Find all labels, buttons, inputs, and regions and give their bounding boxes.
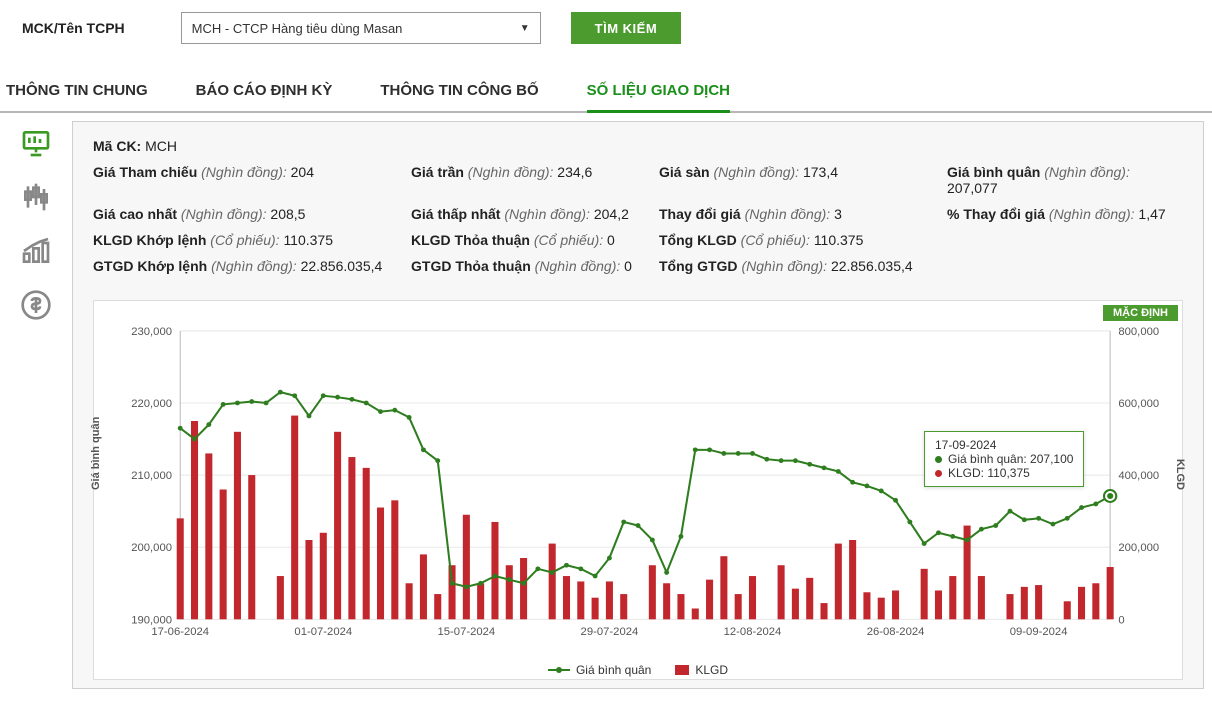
stat-cell: Giá sàn (Nghìn đồng): 173,4: [659, 164, 939, 196]
tooltip-bar-row: KLGD: 110,375: [935, 466, 1073, 480]
stats-grid: Giá Tham chiếu (Nghìn đồng): 204Giá trần…: [93, 164, 1183, 274]
svg-text:17-06-2024: 17-06-2024: [151, 626, 209, 638]
legend-bar-label: KLGD: [695, 663, 728, 677]
tooltip-bar-label: KLGD: 110,375: [948, 466, 1030, 480]
ticker-code: Mã CK: MCH: [93, 138, 1183, 154]
search-label: MCK/Tên TCPH: [22, 20, 125, 36]
svg-text:29-07-2024: 29-07-2024: [581, 626, 639, 638]
tabs: THÔNG TIN CHUNG BÁO CÁO ĐỊNH KỲ THÔNG TIN …: [0, 72, 1212, 113]
stat-cell: Giá thấp nhất (Nghìn đồng): 204,2: [411, 206, 651, 222]
legend-line-label: Giá bình quân: [576, 663, 651, 677]
ticker-selected-value: MCH - CTCP Hàng tiêu dùng Masan: [192, 21, 403, 36]
bar-swatch-icon: [675, 665, 689, 675]
side-icons: [0, 113, 72, 689]
stat-cell: Thay đổi giá (Nghìn đồng): 3: [659, 206, 939, 222]
ticker-code-label: Mã CK:: [93, 138, 141, 154]
svg-text:15-07-2024: 15-07-2024: [437, 626, 495, 638]
tooltip-line-row: Giá bình quân: 207,100: [935, 452, 1073, 466]
search-button[interactable]: TÌM KIẾM: [571, 12, 682, 44]
chart-canvas: 190,000 200,000 210,000 220,000 230,000 0 200,…: [94, 301, 1182, 679]
svg-text:12-08-2024: 12-08-2024: [724, 626, 782, 638]
chart-legend: Giá bình quân KLGD: [94, 663, 1182, 677]
legend-bar[interactable]: KLGD: [675, 663, 728, 677]
info-panel: Mã CK: MCH Giá Tham chiếu (Nghìn đồng): …: [72, 121, 1204, 689]
ticker-code-value: MCH: [145, 138, 177, 154]
chart-wrap: MẶC ĐỊNH Giá bình quân KLGD 190,000 200,0…: [93, 300, 1183, 680]
tab-1[interactable]: BÁO CÁO ĐỊNH KỲ: [196, 72, 333, 111]
stat-cell: KLGD Khớp lệnh (Cổ phiếu): 110.375: [93, 232, 403, 248]
svg-text:210,000: 210,000: [131, 470, 172, 482]
stat-cell: GTGD Thỏa thuận (Nghìn đồng): 0: [411, 258, 651, 274]
svg-text:800,000: 800,000: [1118, 326, 1159, 338]
dot-icon: [935, 456, 942, 463]
tab-2[interactable]: THÔNG TIN CÔNG BỐ: [380, 72, 538, 111]
stat-cell: GTGD Khớp lệnh (Nghìn đồng): 22.856.035,…: [93, 258, 403, 274]
svg-text:01-07-2024: 01-07-2024: [294, 626, 352, 638]
default-button[interactable]: MẶC ĐỊNH: [1103, 305, 1178, 321]
stat-cell: Tổng GTGD (Nghìn đồng): 22.856.035,4: [659, 258, 939, 274]
currency-icon[interactable]: [20, 289, 52, 321]
body-row: Mã CK: MCH Giá Tham chiếu (Nghìn đồng): …: [0, 113, 1212, 689]
svg-text:190,000: 190,000: [131, 614, 172, 626]
stat-cell: Giá cao nhất (Nghìn đồng): 208,5: [93, 206, 403, 222]
stat-cell: [947, 258, 1183, 274]
legend-line[interactable]: Giá bình quân: [548, 663, 651, 677]
svg-text:26-08-2024: 26-08-2024: [867, 626, 925, 638]
line-swatch-icon: [548, 665, 570, 675]
svg-text:400,000: 400,000: [1118, 470, 1159, 482]
stat-cell: Giá Tham chiếu (Nghìn đồng): 204: [93, 164, 403, 196]
stat-cell: Tổng KLGD (Cổ phiếu): 110.375: [659, 232, 939, 248]
stat-cell: Giá bình quân (Nghìn đồng): 207,077: [947, 164, 1183, 196]
svg-text:09-09-2024: 09-09-2024: [1010, 626, 1068, 638]
search-row: MCK/Tên TCPH MCH - CTCP Hàng tiêu dùng M…: [0, 0, 1212, 72]
tooltip-line-label: Giá bình quân: 207,100: [948, 452, 1073, 466]
ticker-select[interactable]: MCH - CTCP Hàng tiêu dùng Masan ▼: [181, 12, 541, 44]
tab-0[interactable]: THÔNG TIN CHUNG: [6, 72, 148, 111]
dot-icon: [935, 470, 942, 477]
chart-tooltip: 17-09-2024 Giá bình quân: 207,100 KLGD: …: [924, 431, 1084, 487]
svg-text:200,000: 200,000: [1118, 542, 1159, 554]
tab-3[interactable]: SỐ LIỆU GIAO DỊCH: [587, 72, 730, 111]
barchart-icon[interactable]: [20, 235, 52, 267]
stat-cell: Giá trần (Nghìn đồng): 234,6: [411, 164, 651, 196]
svg-text:220,000: 220,000: [131, 398, 172, 410]
svg-text:200,000: 200,000: [131, 542, 172, 554]
overview-icon[interactable]: [20, 127, 52, 159]
svg-text:0: 0: [1118, 614, 1124, 626]
svg-text:600,000: 600,000: [1118, 398, 1159, 410]
svg-text:230,000: 230,000: [131, 326, 172, 338]
tooltip-date: 17-09-2024: [935, 438, 1073, 452]
stat-cell: % Thay đổi giá (Nghìn đồng): 1,47: [947, 206, 1183, 222]
chevron-down-icon: ▼: [520, 23, 530, 34]
stat-cell: [947, 232, 1183, 248]
candlestick-icon[interactable]: [20, 181, 52, 213]
stat-cell: KLGD Thỏa thuận (Cổ phiếu): 0: [411, 232, 651, 248]
